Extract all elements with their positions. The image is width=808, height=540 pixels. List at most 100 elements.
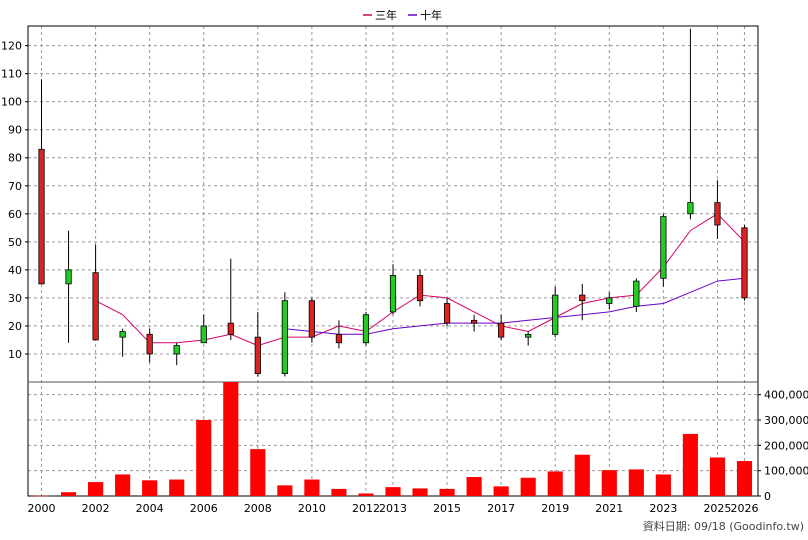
price-tick-label: 90 [8, 124, 22, 137]
candle-body [335, 333, 343, 344]
price-tick-label: 120 [1, 40, 22, 53]
grid [28, 26, 758, 496]
volume-bar [466, 477, 482, 496]
candle-body [200, 325, 207, 344]
candlestick [525, 331, 532, 346]
x-tick-label: 2008 [244, 502, 272, 515]
candle-body [65, 269, 72, 285]
volume-tick-label: 400,000 [764, 389, 808, 402]
candlestick [389, 264, 397, 315]
candle-body [92, 272, 99, 341]
candle-body [281, 300, 288, 374]
volume-bar [331, 488, 347, 496]
price-tick-label: 30 [8, 292, 22, 305]
candlestick [281, 292, 288, 377]
candlestick [119, 328, 126, 357]
volume-bar [439, 488, 455, 496]
candle-body [389, 275, 397, 313]
candlestick [741, 225, 748, 301]
candlestick [173, 342, 180, 366]
candlestick [200, 314, 207, 344]
data-date-credit: 資料日期: 09/18 (Goodinfo.tw) [643, 519, 804, 533]
volume-bars [33, 382, 753, 497]
candlestick [254, 311, 261, 377]
price-tick-label: 110 [1, 68, 22, 81]
volume-bar [277, 485, 293, 496]
volume-tick-label: 0 [764, 490, 771, 503]
candle-body [362, 314, 370, 344]
volume-tick-label: 300,000 [764, 414, 808, 427]
candlestick [227, 258, 234, 340]
candlestick [146, 328, 153, 363]
price-tick-label: 80 [8, 152, 22, 165]
volume-bar [115, 474, 131, 496]
candlestick [416, 269, 424, 307]
candlesticks [38, 28, 748, 377]
candlestick [606, 292, 613, 310]
volume-bar [385, 487, 401, 496]
volume-bar [493, 486, 509, 496]
candlestick [38, 79, 45, 285]
volume-bar [736, 461, 753, 496]
legend-label-three-year: 三年 [375, 8, 397, 22]
x-tick-label: 2010 [298, 502, 326, 515]
x-tick-label: 2000 [28, 502, 56, 515]
candlestick [92, 244, 99, 341]
candle-body [660, 216, 667, 279]
candle-body [525, 333, 532, 338]
volume-bar [304, 479, 320, 496]
price-tick-label: 70 [8, 180, 22, 193]
price-tick-label: 100 [1, 96, 22, 109]
ten-year-line [284, 277, 745, 335]
x-tick-label: 2026 [730, 502, 758, 515]
volume-bar [574, 454, 590, 496]
volume-bar [33, 495, 50, 497]
candle-body [714, 202, 721, 226]
volume-bar [169, 479, 185, 496]
volume-bar [250, 449, 266, 496]
x-tick-label: 2017 [487, 502, 515, 515]
x-tick-label: 2023 [649, 502, 677, 515]
candle-body [443, 303, 451, 324]
candle-body [741, 227, 748, 299]
x-tick-label: 2012 [352, 502, 380, 515]
candle-body [687, 202, 694, 215]
x-tick-label: 2002 [82, 502, 110, 515]
candlestick [443, 297, 451, 326]
candle-body [606, 297, 613, 304]
price-tick-label: 40 [8, 264, 22, 277]
candle-body [498, 322, 505, 338]
candle-body [579, 294, 586, 302]
candle-body [308, 300, 315, 338]
candlestick [552, 286, 559, 338]
legend: 三年 十年 [363, 8, 442, 22]
candle-body [173, 345, 180, 355]
candlestick [687, 28, 694, 220]
legend-label-ten-year: 十年 [420, 8, 442, 22]
candlestick [362, 311, 370, 346]
candlestick [498, 314, 505, 340]
candlestick [660, 213, 667, 287]
price-tick-label: 10 [8, 348, 22, 361]
volume-tick-label: 200,000 [764, 439, 808, 452]
x-tick-label: 2013 [379, 502, 407, 515]
candlestick [65, 230, 72, 343]
candlestick [308, 297, 315, 343]
candle-body [146, 333, 153, 355]
x-tick-label: 2025 [703, 502, 731, 515]
volume-bar [358, 493, 374, 496]
x-tick-label: 2015 [433, 502, 461, 515]
volume-bar [709, 457, 726, 496]
candlestick [714, 180, 721, 240]
candlestick [633, 278, 640, 312]
volume-bar [412, 488, 428, 496]
volume-bar [196, 420, 212, 496]
price-tick-label: 60 [8, 208, 22, 221]
candle-body [552, 294, 559, 335]
volume-bar [520, 477, 536, 496]
x-tick-label: 2019 [541, 502, 569, 515]
volume-bar [60, 492, 77, 496]
candle-body [254, 336, 261, 374]
candle-body [471, 319, 478, 324]
